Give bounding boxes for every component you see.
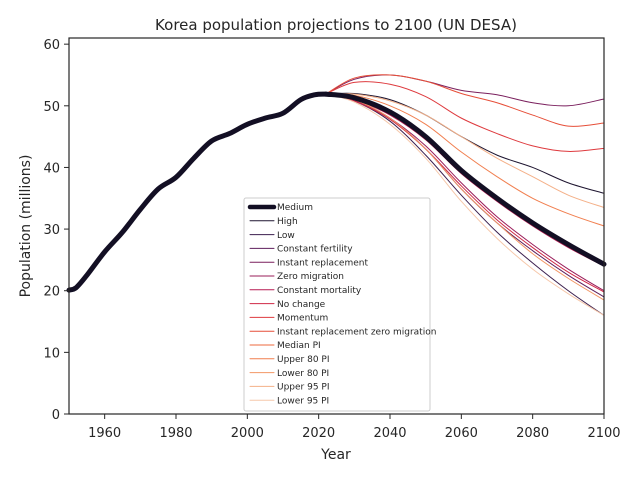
legend-entry-label: Upper 95 PI [277, 383, 330, 393]
x-axis: 1960 1980 2000 2020 2040 2060 2080 2100 [88, 414, 621, 441]
legend-entry-label: Low [277, 231, 295, 241]
legend: Medium High Low Constant fertility Instant r… [243, 197, 436, 412]
legend-entry-label: Momentum [277, 314, 328, 324]
chart-title: Korea population projections to 2100 (UN… [155, 16, 517, 34]
legend-entry-label: Constant fertility [277, 245, 353, 255]
legend-entry-label: Upper 80 PI [277, 355, 330, 365]
series-line-momentum [325, 81, 605, 152]
x-tick-label: 1980 [159, 426, 192, 441]
legend-entry-label: Instant replacement [277, 258, 368, 268]
legend-entry-label: Lower 80 PI [277, 369, 329, 379]
y-tick-label: 10 [43, 346, 60, 361]
series-line-no-change [325, 93, 605, 293]
series-line-medium [323, 91, 607, 267]
x-tick-label: 2060 [445, 426, 478, 441]
series-line-high [325, 92, 605, 194]
legend-entry-label: Zero migration [277, 272, 344, 282]
legend-entry-label: Instant replacement zero migration [277, 327, 436, 337]
series-line-instant-replacement-zero-migration [325, 74, 605, 127]
y-tick-label: 20 [43, 285, 60, 300]
series-line-upper-95-pi [325, 93, 605, 209]
series-line-lower-80-pi [325, 93, 605, 301]
x-tick-label: 2080 [516, 426, 549, 441]
y-tick-label: 30 [43, 223, 60, 238]
x-tick-label: 1960 [88, 426, 121, 441]
legend-entry-label: Lower 95 PI [277, 396, 329, 406]
legend-entry-label: No change [277, 300, 326, 310]
legend-box [243, 197, 431, 412]
y-tick-label: 40 [43, 161, 60, 176]
x-tick-label: 2020 [302, 426, 335, 441]
legend-entry-label: Median PI [277, 341, 321, 351]
series-line-instant-replacement [325, 74, 605, 107]
series-line-upper-80-pi [325, 93, 605, 227]
x-tick-label: 2000 [231, 426, 264, 441]
x-axis-label: Year [320, 447, 351, 463]
legend-entry-label: High [277, 217, 298, 227]
series-line-historical-medium [66, 91, 329, 293]
plot-frame [68, 37, 605, 415]
legend-entry-label: Constant mortality [277, 286, 362, 296]
y-tick-label: 50 [43, 100, 60, 115]
y-axis-label: Population (millions) [18, 155, 34, 298]
x-tick-label: 2100 [587, 426, 620, 441]
y-axis: 0 10 20 30 40 50 60 [43, 38, 69, 423]
y-tick-label: 60 [43, 38, 60, 53]
x-tick-label: 2040 [373, 426, 406, 441]
plot-area [66, 74, 607, 316]
legend-entry-label: Medium [277, 203, 313, 213]
series-line-lower-95-pi [325, 93, 605, 316]
y-tick-label: 0 [52, 408, 60, 423]
